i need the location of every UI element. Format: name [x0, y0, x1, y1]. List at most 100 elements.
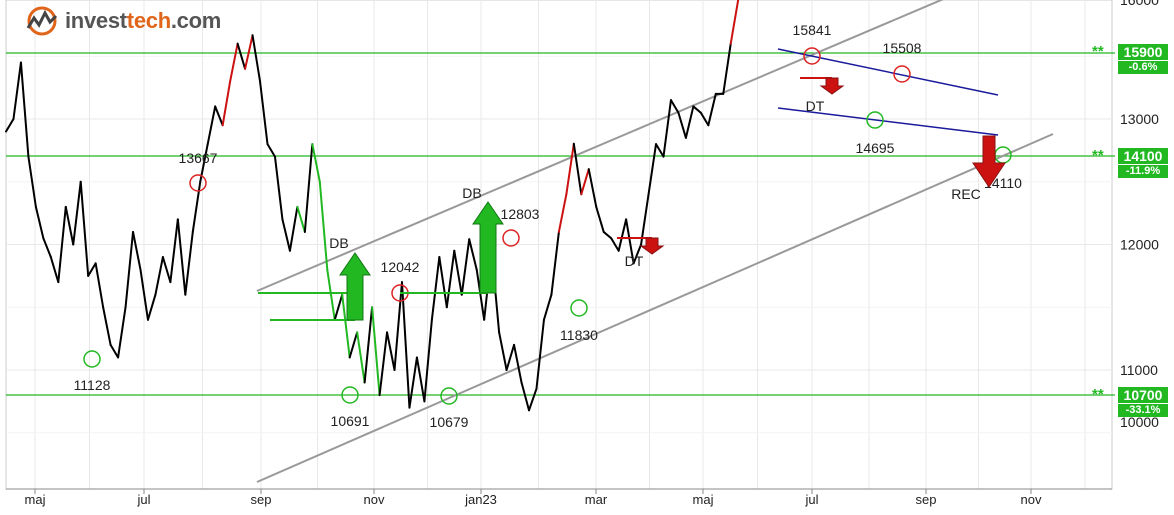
peak-marker [803, 47, 821, 65]
price-line-segment [12, 61, 22, 120]
price-line-segment [102, 306, 112, 346]
x-tick-label: maj [25, 492, 46, 507]
price-line-segment [251, 34, 262, 83]
level-percent: -0.6% [1118, 60, 1168, 74]
peak-marker [189, 174, 207, 192]
x-tick-label: jul [804, 492, 818, 507]
x-tick-label: nov [364, 492, 385, 507]
price-line-segment [281, 218, 291, 252]
price-line-segment [57, 205, 67, 284]
y-tick-label: 11000 [1120, 362, 1158, 378]
price-line-segment [273, 155, 284, 221]
x-tick-label: sep [916, 492, 937, 507]
peak-label: 13667 [179, 150, 218, 166]
logo: investtech.com [22, 6, 221, 36]
price-line-segment [669, 99, 680, 114]
x-tick-label: mar [585, 492, 608, 507]
trough-label: 11830 [560, 327, 598, 343]
price-line-segment [445, 249, 456, 309]
db-up-arrow [472, 201, 504, 294]
price-line-segment [595, 205, 605, 233]
price-line-segment [729, 0, 740, 45]
peak-label: 15841 [793, 22, 832, 38]
peak-label: 15508 [883, 40, 922, 56]
x-tick-label: jan23 [464, 492, 497, 507]
y-tick-label: 10000 [1120, 414, 1159, 430]
price-line-segment [161, 256, 172, 284]
y-tick-label: 12000 [1120, 237, 1159, 253]
price-line-segment [505, 343, 516, 371]
rec-down-arrow [972, 135, 1006, 188]
trough-label: 11128 [74, 377, 111, 393]
price-line-segment [363, 306, 374, 384]
trough-marker [341, 386, 359, 404]
peak-marker [893, 65, 911, 83]
price-line-segment [333, 293, 344, 321]
price-line-segment [453, 249, 463, 296]
price-line-segment [438, 256, 448, 309]
level-tag-1: 15900 -0.6% [1118, 44, 1168, 74]
price-line-segment [341, 293, 351, 359]
x-tick-label: jul [136, 492, 150, 507]
price-line-segment [722, 42, 732, 95]
price-line-segment [572, 142, 583, 196]
price-line-segment [408, 356, 418, 409]
price-line-segment [647, 143, 658, 196]
price-line-segment [498, 331, 508, 371]
price-line-segment [423, 318, 433, 403]
trough-marker [866, 111, 884, 129]
trend-upper-line [777, 48, 999, 96]
price-line-segment [79, 180, 90, 277]
level-percent: -33.1% [1118, 403, 1168, 417]
price-line-segment [378, 331, 389, 397]
price-line-segment [221, 80, 232, 127]
price-line-segment [625, 218, 635, 265]
db-up-arrow [339, 252, 371, 321]
price-line-segment [259, 80, 269, 146]
channel-lower-line [256, 133, 1054, 483]
price-line-segment [169, 218, 179, 284]
price-line-segment [87, 262, 97, 277]
price-line-segment [64, 205, 75, 246]
price-line-segment [191, 180, 202, 233]
price-line-segment [640, 193, 650, 246]
x-tick-label: sep [251, 492, 272, 507]
price-line-segment [550, 230, 560, 296]
price-line-segment [356, 331, 366, 384]
price-line-segment [146, 293, 157, 321]
level-tag-2: 14100 -11.9% [1118, 148, 1168, 178]
price-line-segment [707, 92, 717, 127]
dt-down-arrow [639, 237, 665, 255]
trough-label: 10679 [430, 414, 469, 430]
price-line-segment [699, 111, 710, 127]
x-tick-label: nov [1021, 492, 1042, 507]
price-line-segment [27, 155, 37, 208]
trough-marker [440, 387, 458, 405]
price-line-segment [72, 180, 82, 246]
price-line-segment [176, 218, 187, 296]
price-line-segment [311, 143, 321, 183]
price-line-segment [326, 268, 336, 321]
price-line-segment [124, 230, 135, 309]
price-line-segment [415, 356, 426, 403]
price-line-segment [214, 105, 224, 127]
price-line-segment [94, 262, 105, 309]
y-tick-label: 16000 [1120, 0, 1159, 8]
price-line-segment [542, 293, 553, 321]
price-line-segment [318, 180, 329, 271]
signal-label: DT [806, 98, 825, 114]
price-line-segment [109, 343, 120, 359]
price-line-segment [42, 237, 52, 259]
signal-label: DB [329, 235, 348, 251]
price-line-segment [617, 218, 628, 252]
price-line-segment [692, 105, 702, 114]
level-value: 14100 [1118, 148, 1168, 164]
level-marker-3: ** [1092, 386, 1104, 403]
price-line-segment [610, 237, 620, 252]
trend-lower-line [777, 107, 999, 136]
price-line-segment [468, 238, 478, 271]
price-line-segment [528, 387, 538, 412]
x-tick-label: maj [693, 492, 714, 507]
price-line-segment [386, 331, 396, 371]
